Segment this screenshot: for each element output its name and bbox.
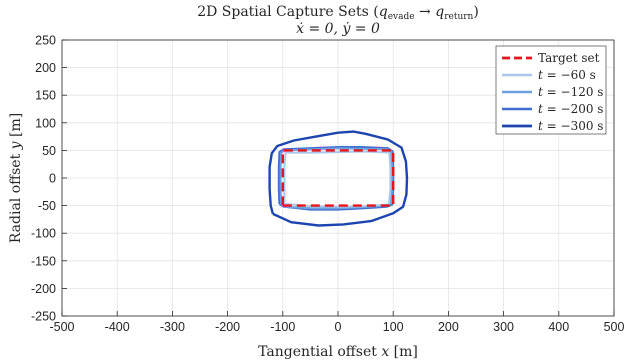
legend-label-4: t = −300 s [538, 119, 603, 133]
legend-label-1: t = −60 s [538, 68, 596, 82]
x-tick-label: -200 [215, 320, 240, 334]
y-tick-label: 200 [35, 61, 56, 75]
y-tick-label: -150 [31, 254, 56, 268]
legend-box [495, 45, 607, 135]
x-axis-label: Tangential offset x [m] [258, 344, 418, 360]
series-line-3 [277, 146, 395, 211]
chart-subtitle: ẋ = 0, ẏ = 0 [296, 21, 380, 37]
x-tick-label: 0 [335, 320, 342, 334]
y-axis-label: Radial offset y [m] [8, 113, 24, 243]
y-tick-label: 250 [35, 34, 56, 48]
series-line-1 [283, 150, 392, 208]
y-tick-label: 100 [35, 116, 56, 130]
y-tick-label: -200 [31, 282, 56, 296]
y-tick-label: -50 [38, 199, 56, 213]
axis-ticks: -500 -400 -300 -200 -100 0 100 200 300 400 500-250… [31, 34, 624, 335]
y-tick-label: -100 [31, 227, 56, 241]
x-tick-label: 300 [493, 320, 514, 334]
x-tick-label: -100 [270, 320, 295, 334]
x-tick-label: 200 [438, 320, 459, 334]
legend-label-2: t = −120 s [538, 85, 603, 99]
plot-frame [61, 39, 615, 317]
chart-title: 2D Spatial Capture Sets (qevade → qretur… [197, 4, 479, 22]
x-tick-label: -300 [160, 320, 185, 334]
series-line-4 [268, 130, 409, 227]
y-tick-label: 150 [35, 89, 56, 103]
series-line-2 [279, 147, 394, 210]
legend: Target set t = −60 s t = −120 s t = −200 s t… [495, 45, 607, 135]
y-tick-label: 0 [49, 172, 56, 186]
y-tick-label: -250 [31, 310, 56, 324]
x-tick-label: 500 [604, 320, 624, 334]
x-tick-label: 100 [383, 320, 404, 334]
x-tick-label: -500 [49, 320, 74, 334]
series-layer [268, 130, 409, 227]
x-tick-label: 400 [548, 320, 569, 334]
y-tick-label: 50 [42, 144, 56, 158]
legend-label-0: Target set [538, 51, 600, 65]
legend-label-3: t = −200 s [538, 102, 603, 116]
x-tick-label: -400 [105, 320, 130, 334]
series-line-0 [281, 149, 395, 207]
